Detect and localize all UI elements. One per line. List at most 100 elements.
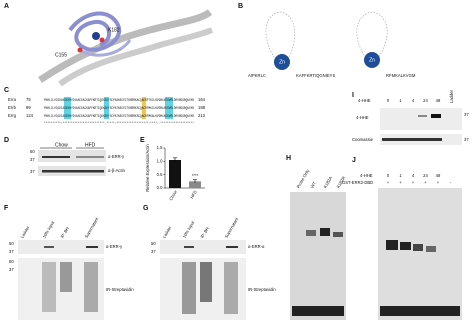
y-tick-label: 0.5 <box>157 172 163 177</box>
blot-label: 4-HHE <box>356 115 369 120</box>
protein-ribbon <box>68 11 122 52</box>
column-label: K182A <box>322 175 333 189</box>
column-label: HFD <box>85 142 96 148</box>
panel-label: H <box>286 155 291 162</box>
dna-helix <box>58 27 214 87</box>
sequence: PKRLCLVCGDVASGYHYGVASCEACKAFFKRTIQGSIEYS… <box>44 98 194 102</box>
x-tick-label: Chow <box>168 189 178 202</box>
band <box>413 244 423 251</box>
band <box>386 240 398 250</box>
column-label: IP: BH <box>59 226 69 239</box>
sequence: PKRLCLVCGDIASGYHYGVASCEACKAFFKRTIQGNIEYS… <box>44 114 194 118</box>
end: 164 <box>198 97 206 102</box>
band <box>431 114 441 118</box>
x-tick-label: HFD <box>189 190 198 200</box>
marker: 37 <box>9 249 14 254</box>
lane <box>224 262 238 314</box>
annotation: C155 <box>55 52 67 58</box>
bands <box>42 156 104 173</box>
column-label: WT <box>309 181 317 190</box>
band <box>426 246 436 252</box>
band <box>184 246 194 248</box>
panel-label: A <box>4 3 9 10</box>
column-labels: Probe Only WT K182A K182R <box>295 168 346 189</box>
column-label: Supernatant <box>83 216 99 239</box>
bar-chart: 0.0 0.5 1.0 1.5 Chow HFD **** <box>157 145 205 201</box>
addition: - <box>450 180 452 185</box>
column-label: Ladder <box>161 225 172 239</box>
marker: 37 <box>464 112 469 117</box>
band <box>86 246 98 248</box>
band <box>382 138 442 141</box>
marker: 37 <box>30 169 35 174</box>
band <box>306 230 316 236</box>
blot-label: α-β-Actin <box>108 168 126 173</box>
y-tick-label: 0.0 <box>157 185 163 190</box>
panel-label: E <box>140 137 145 144</box>
band <box>333 232 343 237</box>
column-label: Supernatant <box>223 216 239 239</box>
y-tick-label: 1.5 <box>157 145 163 150</box>
bands <box>380 240 460 316</box>
panel-label: D <box>4 137 9 144</box>
bands <box>42 246 98 312</box>
addition: + <box>399 180 402 185</box>
highlight <box>165 97 173 119</box>
marker: 50 <box>9 259 14 264</box>
band <box>400 242 411 250</box>
column-label: 10% Input <box>181 219 195 239</box>
finger-loop <box>356 11 388 59</box>
consensus: **********:*************************.***… <box>44 121 194 125</box>
lane <box>200 262 212 302</box>
addition: + <box>412 180 415 185</box>
structure-render <box>38 9 214 87</box>
marker: 37 <box>30 157 35 162</box>
start: 99 <box>26 105 31 110</box>
gel <box>378 188 462 320</box>
band <box>418 115 427 117</box>
start: 124 <box>26 113 34 118</box>
timepoint: 1 <box>399 173 402 178</box>
highlights <box>64 97 173 119</box>
zinc-label: Zn <box>279 59 285 65</box>
lane <box>182 262 196 314</box>
residue <box>77 47 83 53</box>
band <box>320 228 330 236</box>
start: 75 <box>26 97 31 102</box>
panel-label: F <box>4 205 9 212</box>
zinc-site <box>92 32 100 40</box>
treatment-label: 4-HHE <box>358 98 371 103</box>
column-labels: Ladder 10% Input IP: BH Supernatant <box>19 216 99 239</box>
marker: 37 <box>9 267 14 272</box>
lane <box>84 262 98 312</box>
column-label: Chow <box>55 142 68 148</box>
highlight <box>104 97 109 119</box>
significance: **** <box>192 173 199 178</box>
band <box>42 170 104 173</box>
residue <box>99 37 105 43</box>
timepoint: 0 <box>387 173 390 178</box>
bar <box>189 181 201 188</box>
sequence: KAFFKRTIQGNIEYS <box>296 73 335 78</box>
blot-label: α-ERR-α <box>248 244 265 249</box>
timepoint: 48 <box>436 98 441 103</box>
blot-label: Coomassie <box>352 137 374 142</box>
panel-label: C <box>4 87 9 94</box>
blot-label: α-ERR-γ <box>106 244 123 249</box>
y-tick-label: 1.0 <box>157 158 163 163</box>
blot <box>18 240 104 254</box>
dna-helix <box>38 9 213 83</box>
sequence: PKRLCLVCGDIASGYHYGVASCEACKAFFKRTIQGNIEYS… <box>44 106 194 110</box>
annotation: K182 <box>108 27 120 33</box>
timepoint: 0 <box>387 98 390 103</box>
protein-label: GST-ERR2-DBD <box>342 180 373 185</box>
free-probe <box>292 306 344 316</box>
addition: + <box>424 180 427 185</box>
bands <box>182 246 238 314</box>
blot-label: α-ERR-γ <box>108 154 125 159</box>
gel <box>290 192 346 320</box>
finger-loop <box>265 11 296 61</box>
band <box>226 246 238 248</box>
timepoints: 0 1 4 24 48 <box>387 98 441 103</box>
